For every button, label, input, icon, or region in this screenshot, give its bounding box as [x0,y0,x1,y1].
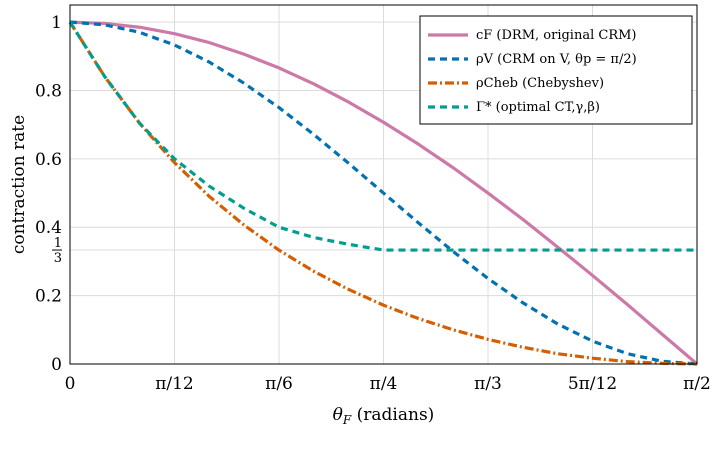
y-tick-label: 13 [52,236,62,266]
x-tick-label: 5π/12 [568,374,617,394]
y-tick-label: 0 [51,355,62,375]
legend-label: Γ* (optimal CT,γ,β) [476,100,600,115]
y-tick-label: 0.6 [35,150,62,170]
svg-text:3: 3 [54,251,62,266]
y-tick-label: 1 [51,13,62,33]
series-lines [68,20,699,366]
x-axis-label: θF (radians) [333,405,435,427]
plot-frame [69,4,698,365]
svg-text:1: 1 [54,236,62,251]
x-tick-label: 0 [65,374,76,394]
legend-label: ρV (CRM on V, θp = π/2) [476,52,637,67]
y-tick-label: 0.4 [35,218,62,238]
legend-label: cF (DRM, original CRM) [476,28,637,43]
y-axis-label: contraction rate [9,115,29,254]
x-tick-labels: 0 π/12 π/6 π/4 π/3 5π/12 π/2 [65,374,711,394]
x-tick-label: π/4 [370,374,398,394]
legend-label: ρCheb (Chebyshev) [476,76,604,91]
x-tick-label: π/3 [474,374,502,394]
x-tick-label: π/2 [683,374,711,394]
x-tick-label: π/12 [155,374,194,394]
x-tick-label: π/6 [265,374,293,394]
y-tick-label: 0.8 [35,81,62,101]
legend: cF (DRM, original CRM) ρV (CRM on V, θp =… [419,15,693,125]
y-tick-label: 0.2 [35,287,62,307]
